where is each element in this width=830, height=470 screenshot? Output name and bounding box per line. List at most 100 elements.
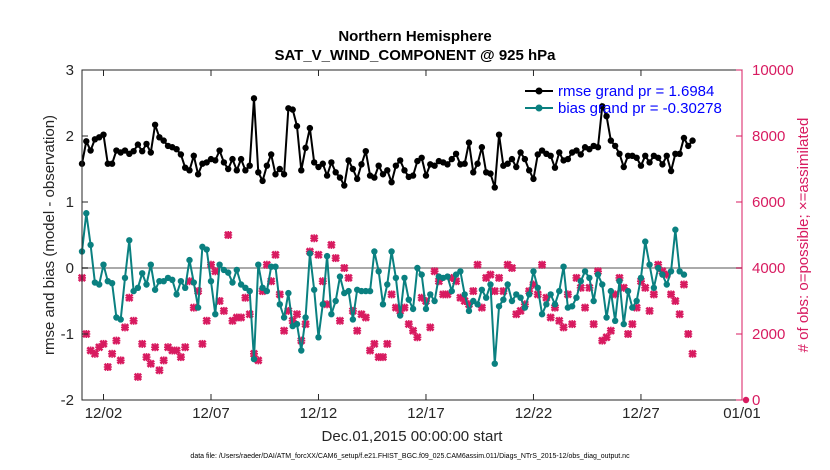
obs-marker [426, 323, 435, 332]
rmse-point [362, 147, 369, 155]
bias-point [607, 287, 615, 295]
obs-marker [408, 326, 418, 335]
x-axis-label: Dec.01,2015 00:00:00 start [322, 428, 504, 445]
obs-marker [383, 339, 392, 349]
rmse-point [461, 160, 468, 167]
rmse-point [646, 159, 653, 166]
bias-point [409, 305, 417, 313]
obs-marker [361, 313, 370, 322]
rmse-point [508, 155, 516, 163]
bias-point [487, 281, 494, 288]
bias-point [568, 303, 576, 310]
bias-point [624, 287, 632, 295]
rmse-point [418, 154, 425, 161]
bias-point [177, 278, 185, 285]
rmse-point [556, 149, 563, 156]
obs-marker [679, 280, 689, 289]
rmse-point [143, 140, 150, 148]
bias-point [108, 279, 116, 287]
obs-marker [103, 362, 112, 372]
rmse-point [547, 152, 554, 159]
rmse-point [293, 122, 301, 130]
obs-marker [125, 293, 134, 302]
obs-marker [413, 333, 422, 342]
bias-point [616, 278, 623, 285]
bias-point [169, 276, 176, 284]
y-axis-right: 0 2000 4000 6000 8000 10000 [736, 62, 794, 409]
obs-marker [327, 240, 336, 250]
bias-point [414, 264, 421, 272]
rmse-point [384, 167, 391, 174]
rmse-point [504, 160, 511, 167]
bias-point [87, 241, 94, 249]
rmse-point [551, 164, 559, 171]
obs-marker [107, 349, 117, 358]
rmse-point [577, 151, 584, 158]
bias-point [478, 286, 486, 293]
obs-marker [142, 352, 151, 362]
bias-point [474, 301, 481, 308]
obs-marker [159, 356, 168, 365]
obs-marker [331, 253, 340, 263]
rmse-point [680, 134, 688, 142]
bias-point [538, 311, 546, 318]
bias-point [371, 248, 378, 255]
x-tick-label: 12/17 [407, 405, 445, 422]
rmse-point [409, 172, 417, 179]
rmse-point [513, 163, 520, 171]
rmse-point [147, 149, 154, 156]
bias-point [147, 261, 154, 268]
rmse-point [534, 151, 541, 158]
bias-point [603, 314, 610, 321]
rmse-point [100, 131, 107, 138]
bias-point [83, 210, 90, 217]
y2-tick-label: 10000 [752, 62, 794, 79]
bias-point [448, 287, 455, 295]
rmse-point [302, 144, 309, 152]
obs-marker [671, 296, 680, 306]
bias-point [401, 274, 408, 282]
rmse-point [298, 167, 305, 174]
obs-marker [133, 372, 143, 382]
y2-tick-label: 4000 [752, 260, 785, 277]
bias-point [190, 279, 197, 286]
bias-point [517, 294, 524, 301]
rmse-point [491, 184, 498, 191]
bias-series [78, 210, 688, 367]
obs-marker [279, 326, 289, 335]
rmse-point [173, 146, 180, 153]
obs-marker [666, 290, 676, 299]
bias-point [504, 281, 511, 288]
bias-point [646, 261, 653, 268]
rmse-point [607, 137, 615, 144]
bias-point [534, 284, 541, 291]
bias-point [388, 248, 395, 255]
rmse-series [78, 95, 696, 191]
obs-marker [310, 234, 319, 243]
y-tick-label: -2 [61, 392, 74, 409]
bias-point [611, 317, 619, 324]
bias-point [547, 291, 554, 298]
y2-tick-label: 0 [752, 392, 760, 409]
x-tick-label: 12/22 [515, 405, 553, 422]
bias-point [319, 301, 326, 308]
bias-point [586, 274, 593, 282]
bias-point [379, 301, 387, 308]
obs-marker [202, 316, 211, 325]
bias-point [573, 294, 580, 301]
legend-rmse-label: rmse grand pr = 1.6984 [558, 83, 714, 100]
rmse-point [138, 147, 146, 155]
bias-point [556, 287, 563, 295]
bias-point [659, 271, 666, 278]
bias-point [298, 347, 305, 354]
bias-point [654, 264, 662, 272]
footnote: data file: /Users/raeder/DAI/ATM_forcXX/… [190, 453, 630, 460]
bias-point [349, 316, 357, 323]
bias-point [181, 284, 189, 291]
rmse-point [250, 95, 258, 102]
rmse-point [190, 152, 197, 159]
obs-marker [138, 339, 147, 349]
x-tick-label: 12/02 [85, 405, 123, 422]
rmse-point [212, 157, 219, 164]
bias-point [336, 273, 344, 280]
